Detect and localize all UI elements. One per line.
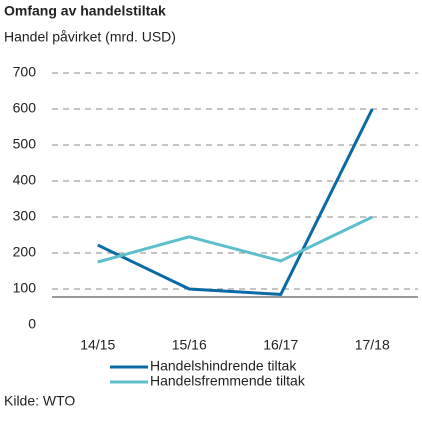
- legend-label: Handelshindrende tiltak: [150, 358, 297, 374]
- y-tick-label: 500: [13, 136, 37, 152]
- y-tick-label: 0: [28, 316, 36, 332]
- x-tick-label: 16/17: [263, 337, 298, 353]
- chart-subtitle: Handel påvirket (mrd. USD): [4, 29, 176, 45]
- y-tick-label: 400: [13, 172, 37, 188]
- y-tick-label: 600: [13, 100, 37, 116]
- y-tick-label: 200: [13, 244, 37, 260]
- y-tick-label: 300: [13, 208, 37, 224]
- x-tick-label: 15/16: [172, 337, 207, 353]
- source: Kilde: WTO: [4, 393, 75, 409]
- x-tick-label: 17/18: [355, 337, 390, 353]
- chart-title: Omfang av handelstiltak: [4, 3, 166, 19]
- series-line: [97, 108, 374, 296]
- y-tick-label: 700: [13, 64, 37, 80]
- series-line: [97, 215, 373, 264]
- legend-label: Handelsfremmende tiltak: [150, 373, 306, 389]
- y-tick-label: 100: [13, 280, 37, 296]
- x-tick-label: 14/15: [80, 337, 115, 353]
